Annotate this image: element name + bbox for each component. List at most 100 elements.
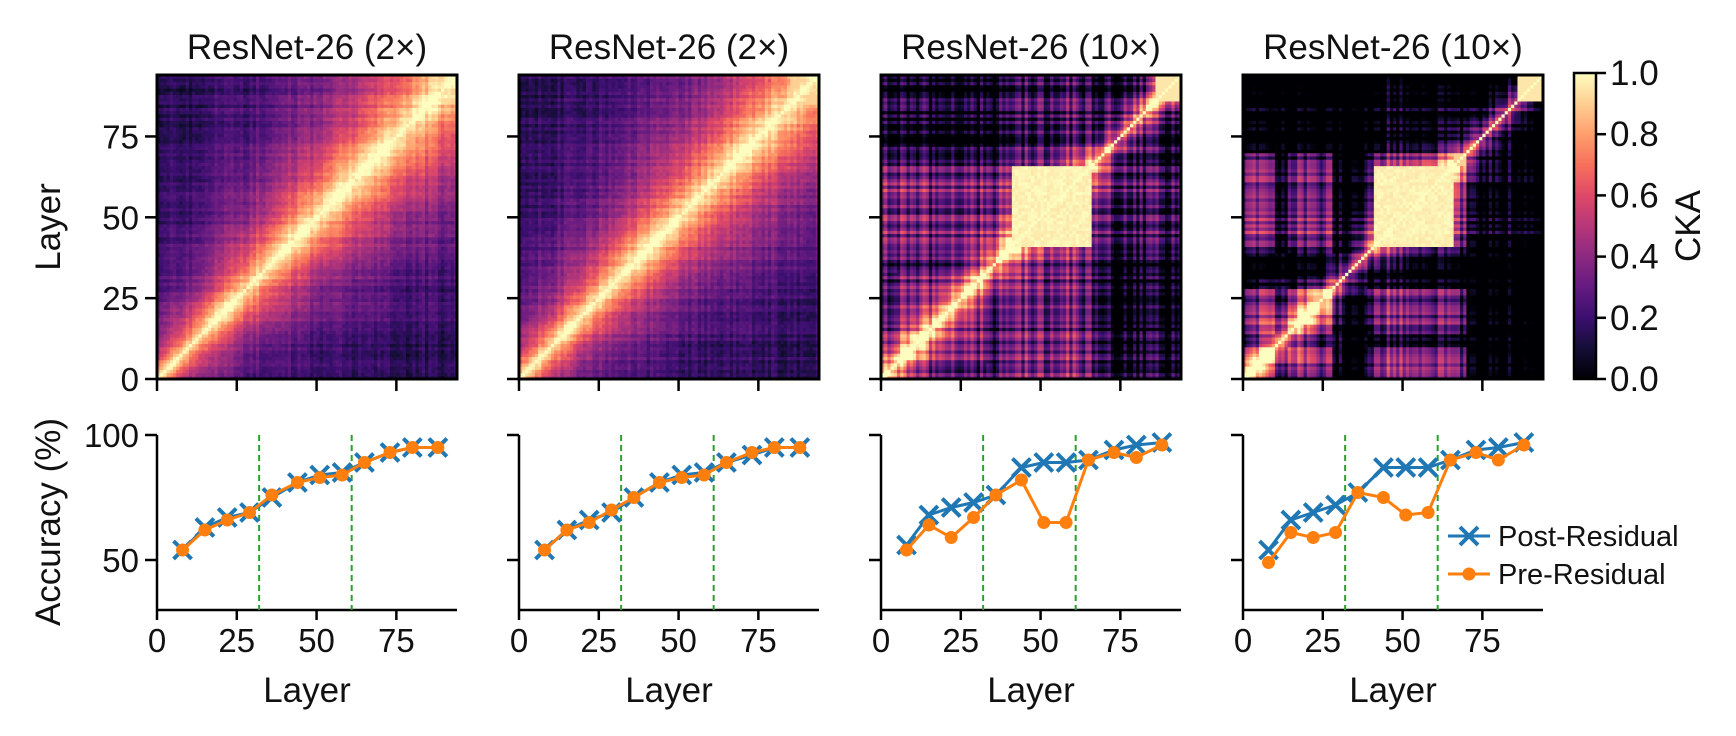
heatmap-cell <box>255 340 260 345</box>
heatmap-cell <box>444 317 449 322</box>
heatmap-cell <box>361 359 366 364</box>
heatmap-cell <box>300 372 305 377</box>
heatmap-cell <box>425 356 429 361</box>
heatmap-cell <box>409 330 413 335</box>
heatmap-cell <box>224 317 228 322</box>
heatmap-cell <box>268 327 273 332</box>
heatmap-cell <box>364 311 369 315</box>
heatmap-cell <box>204 356 209 361</box>
heatmap-cell <box>319 346 324 351</box>
heatmap-cell <box>278 320 283 325</box>
heatmap-cell <box>294 343 299 348</box>
heatmap-cell <box>182 330 187 335</box>
heatmap-cell <box>415 314 420 319</box>
heatmap-cell <box>307 311 311 315</box>
heatmap-cell <box>447 372 452 377</box>
heatmap-cell <box>259 324 263 328</box>
heatmap-cell <box>169 324 174 328</box>
heatmap-cell <box>208 314 212 319</box>
heatmap-cell <box>300 346 305 351</box>
heatmap-cell <box>239 369 244 374</box>
heatmap-cell <box>176 336 180 341</box>
heatmap-cell <box>169 359 174 364</box>
heatmap-cell <box>271 333 276 338</box>
heatmap-cell <box>198 369 203 374</box>
heatmap-cell <box>367 336 372 341</box>
heatmap-cell <box>230 349 235 354</box>
heatmap-cell <box>322 372 327 377</box>
heatmap-cell <box>198 330 203 335</box>
heatmap-cell <box>354 314 359 319</box>
heatmap-cell <box>239 359 244 364</box>
heatmap-cell <box>188 362 193 367</box>
heatmap-cell <box>275 356 279 361</box>
heatmap-cell <box>428 343 433 348</box>
heatmap-cell <box>192 346 196 351</box>
heatmap-cell <box>281 356 286 361</box>
heatmap-cell <box>348 349 353 354</box>
heatmap-cell <box>230 330 235 335</box>
heatmap-cell <box>271 349 276 354</box>
heatmap-cell <box>329 340 334 345</box>
heatmap-cell <box>316 324 321 328</box>
heatmap-cell <box>198 343 203 348</box>
heatmap-cell <box>214 353 219 357</box>
heatmap-cell <box>195 353 200 357</box>
heatmap-cell <box>310 366 314 370</box>
heatmap-cell <box>220 359 225 364</box>
heatmap-cell <box>291 349 295 354</box>
heatmap-cell <box>259 346 263 351</box>
heatmap-cell <box>361 320 366 325</box>
heatmap-cell <box>444 330 449 335</box>
heatmap-cell <box>217 330 222 335</box>
heatmap-cell <box>370 366 375 370</box>
heatmap-cell <box>447 314 452 319</box>
heatmap-cell <box>322 336 327 341</box>
heatmap-cell <box>441 366 445 370</box>
heatmap-cell <box>450 369 455 374</box>
heatmap-cell <box>329 353 334 357</box>
heatmap-cell <box>204 346 209 351</box>
heatmap-cell <box>367 330 372 335</box>
heatmap-cell <box>428 320 433 325</box>
heatmap-cell <box>326 366 330 370</box>
heatmap-cell <box>239 320 244 325</box>
heatmap-cell <box>326 314 330 319</box>
heatmap-cell <box>252 353 257 357</box>
heatmap-cell <box>386 340 391 345</box>
heatmap-cell <box>322 340 327 345</box>
heatmap-cell <box>383 346 388 351</box>
heatmap-cell <box>268 356 273 361</box>
heatmap-cell <box>220 343 225 348</box>
heatmap-cell <box>182 362 187 367</box>
heatmap-cell <box>319 317 324 322</box>
heatmap-cell <box>195 346 200 351</box>
heatmap-cell <box>291 343 295 348</box>
heatmap-cell <box>294 346 299 351</box>
heatmap-cell <box>284 366 289 370</box>
heatmap-cell <box>188 327 193 332</box>
heatmap-cell <box>233 324 238 328</box>
heatmap-cell <box>348 359 353 364</box>
heatmap-cell <box>249 324 254 328</box>
heatmap-cell <box>332 372 337 377</box>
heatmap-cell <box>364 340 369 345</box>
heatmap-cell <box>297 340 302 345</box>
heatmap-cell <box>348 346 353 351</box>
heatmap-cell <box>431 346 436 351</box>
heatmap-cell <box>358 340 362 345</box>
heatmap-cell <box>224 327 228 332</box>
heatmap-cell <box>386 317 391 322</box>
heatmap-cell <box>396 314 401 319</box>
heatmap-cell <box>157 356 161 361</box>
heatmap-cell <box>402 372 407 377</box>
heatmap-cell <box>198 362 203 367</box>
heatmap-cell <box>230 356 235 361</box>
heatmap-cell <box>275 314 279 319</box>
heatmap-cell <box>182 327 187 332</box>
heatmap-cell <box>300 327 305 332</box>
heatmap-cell <box>255 372 260 377</box>
heatmap-cell <box>166 349 171 354</box>
heatmap-cell <box>364 346 369 351</box>
heatmap-cell <box>377 369 381 374</box>
